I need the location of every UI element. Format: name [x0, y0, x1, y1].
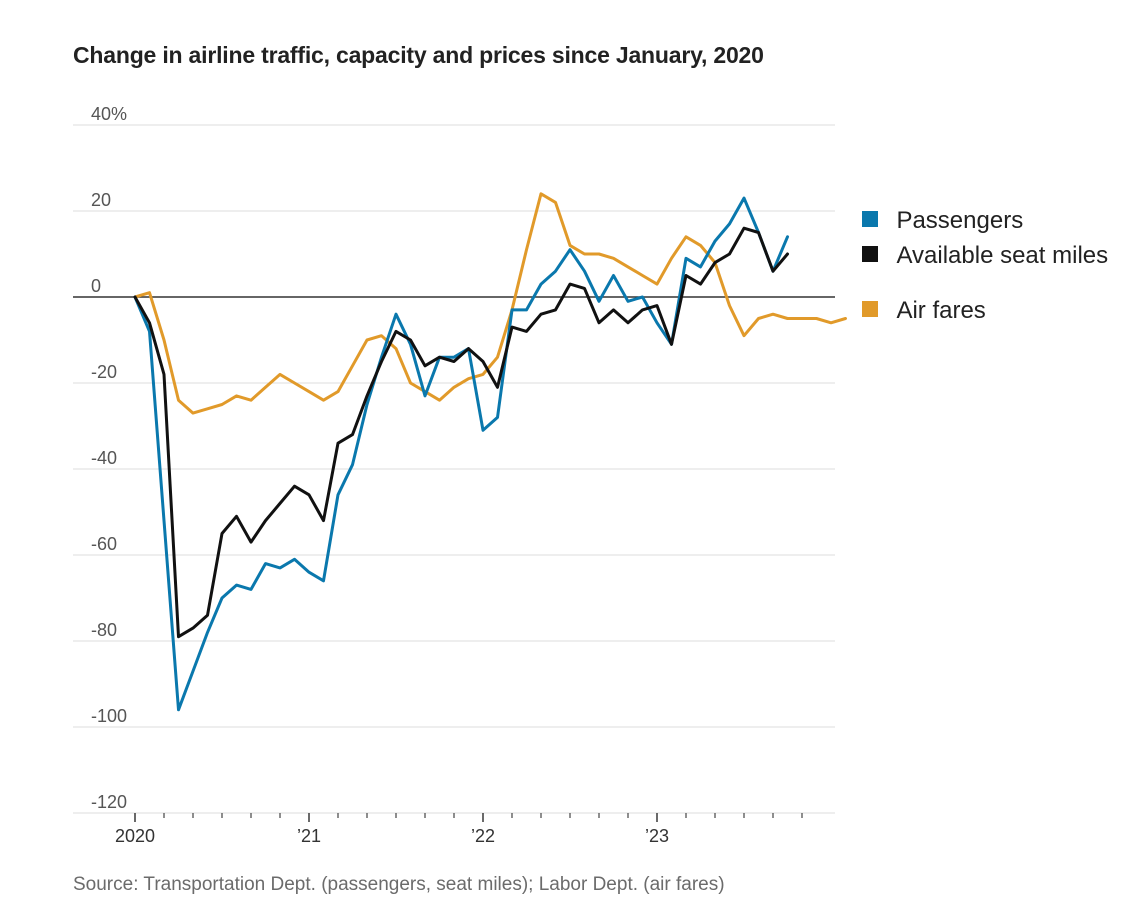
y-tick-label: 20 [91, 190, 111, 210]
x-tick-label: ’21 [297, 826, 321, 846]
legend-swatch-available-seat-miles [862, 246, 878, 262]
chart-title: Change in airline traffic, capacity and … [73, 42, 764, 68]
gridlines [73, 124, 835, 814]
series-lines [133, 192, 847, 712]
x-axis: 2020 ’21 ’22 ’23 [115, 813, 803, 846]
legend-item-passengers: Passengers [862, 206, 1023, 236]
y-axis-tick-labels: 40% 20 0 -20 -40 -60 -80 -100 -120 [91, 104, 127, 812]
legend-label-passengers: Passengers [896, 207, 1024, 234]
y-tick-label: 40% [91, 104, 127, 124]
y-tick-label: -20 [91, 362, 117, 382]
y-tick-label: -120 [91, 792, 127, 812]
legend-item-air-fares: Air fares [862, 296, 986, 326]
legend-swatch-passengers [862, 211, 878, 227]
series-line-air-fares [133, 192, 847, 415]
x-tick-label: ’22 [471, 826, 495, 846]
series-line-passengers [133, 196, 789, 712]
y-tick-label: 0 [91, 276, 101, 296]
legend-label-air-fares: Air fares [896, 297, 986, 324]
x-tick-label: ’23 [645, 826, 669, 846]
y-tick-label: -100 [91, 706, 127, 726]
series-line-available-seat-miles [133, 226, 789, 639]
legend-item-available-seat-miles: Available seat miles [862, 241, 1108, 271]
legend-swatch-air-fares [862, 301, 878, 317]
x-tick-label: 2020 [115, 826, 155, 846]
y-tick-label: -80 [91, 620, 117, 640]
y-tick-label: -40 [91, 448, 117, 468]
source-note: Source: Transportation Dept. (passengers… [73, 874, 725, 895]
y-tick-label: -60 [91, 534, 117, 554]
legend-label-available-seat-miles: Available seat miles [896, 242, 1109, 269]
